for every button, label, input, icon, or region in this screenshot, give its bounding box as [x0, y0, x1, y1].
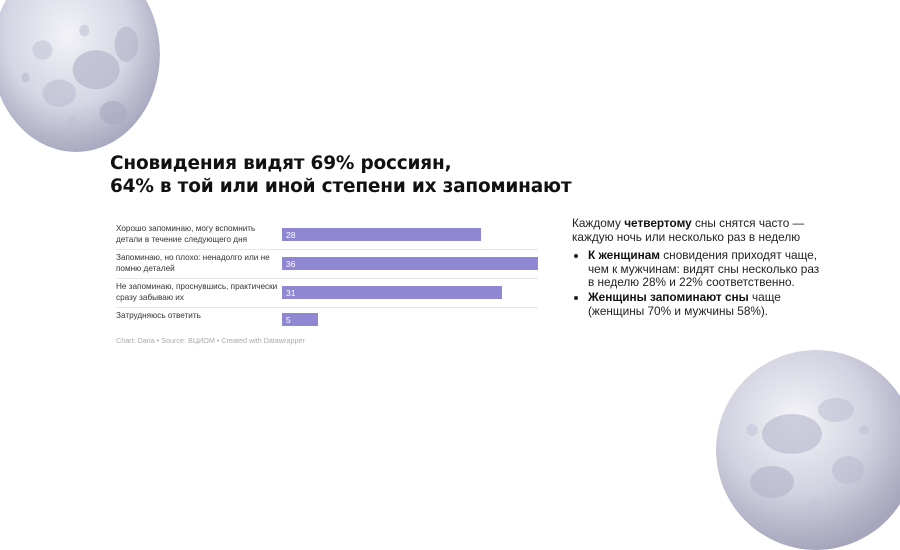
- moon-image-bottom: [716, 350, 900, 550]
- bar-value-label: 36: [286, 259, 296, 269]
- bar-category-label: Хорошо запоминаю, могу вспомнить детали …: [116, 224, 256, 244]
- side-intro-before: Каждому: [572, 216, 625, 230]
- moon-image-top: [0, 0, 160, 152]
- bar-value-label: 5: [286, 315, 291, 325]
- side-bullet-text: чаще (женщины 70% и мужчины 58%).: [588, 289, 781, 318]
- side-bullet-women-remember: Женщины запоминают сны чаще (женщины 70%…: [588, 289, 820, 318]
- page-title: Сновидения видят 69% россиян, 64% в той …: [110, 152, 572, 198]
- title-line-2: 64% в той или иной степени их запоминают: [110, 176, 572, 197]
- bar-category-label: Не запоминаю, проснувшись, практически с…: [116, 282, 278, 302]
- bar: 36: [282, 257, 538, 270]
- bar-value-label: 31: [286, 288, 296, 298]
- chart-row: Хорошо запоминаю, могу вспомнить детали …: [116, 221, 538, 250]
- side-intro-after: сны снятся часто — каждую ночь или неско…: [572, 216, 805, 244]
- chart-row: Затрудняюсь ответить 5: [116, 308, 538, 330]
- side-intro-bold: четвертому: [624, 216, 692, 230]
- chart-source-note: Chart: Daria • Source: ВЦИОМ • Created w…: [116, 336, 305, 345]
- bar: 5: [282, 313, 318, 326]
- bar-category-label: Затрудняюсь ответить: [116, 311, 201, 320]
- title-line-1: Сновидения видят 69% россиян,: [110, 153, 452, 174]
- side-bullet-text: сновидения приходят чаще, чем к мужчинам…: [588, 248, 820, 290]
- side-intro: Каждому четвертому сны снятся часто — ка…: [572, 216, 820, 244]
- bar-chart: Хорошо запоминаю, могу вспомнить детали …: [116, 221, 538, 330]
- side-bullet-women-dreams: К женщинам сновидения приходят чаще, чем…: [588, 248, 820, 290]
- bar: 28: [282, 228, 482, 241]
- bar-category-label: Запоминаю, но плохо: ненадолго или не по…: [116, 253, 270, 273]
- side-bullet-list: К женщинам сновидения приходят чаще, чем…: [572, 248, 820, 318]
- side-text-block: Каждому четвертому сны снятся часто — ка…: [572, 216, 820, 319]
- chart-row: Не запоминаю, проснувшись, практически с…: [116, 279, 538, 308]
- bar: 31: [282, 286, 503, 299]
- bar-value-label: 28: [286, 230, 296, 240]
- chart-row: Запоминаю, но плохо: ненадолго или не по…: [116, 250, 538, 279]
- side-bullet-bold: Женщины запоминают сны: [588, 289, 749, 304]
- side-bullet-bold: К женщинам: [588, 248, 660, 263]
